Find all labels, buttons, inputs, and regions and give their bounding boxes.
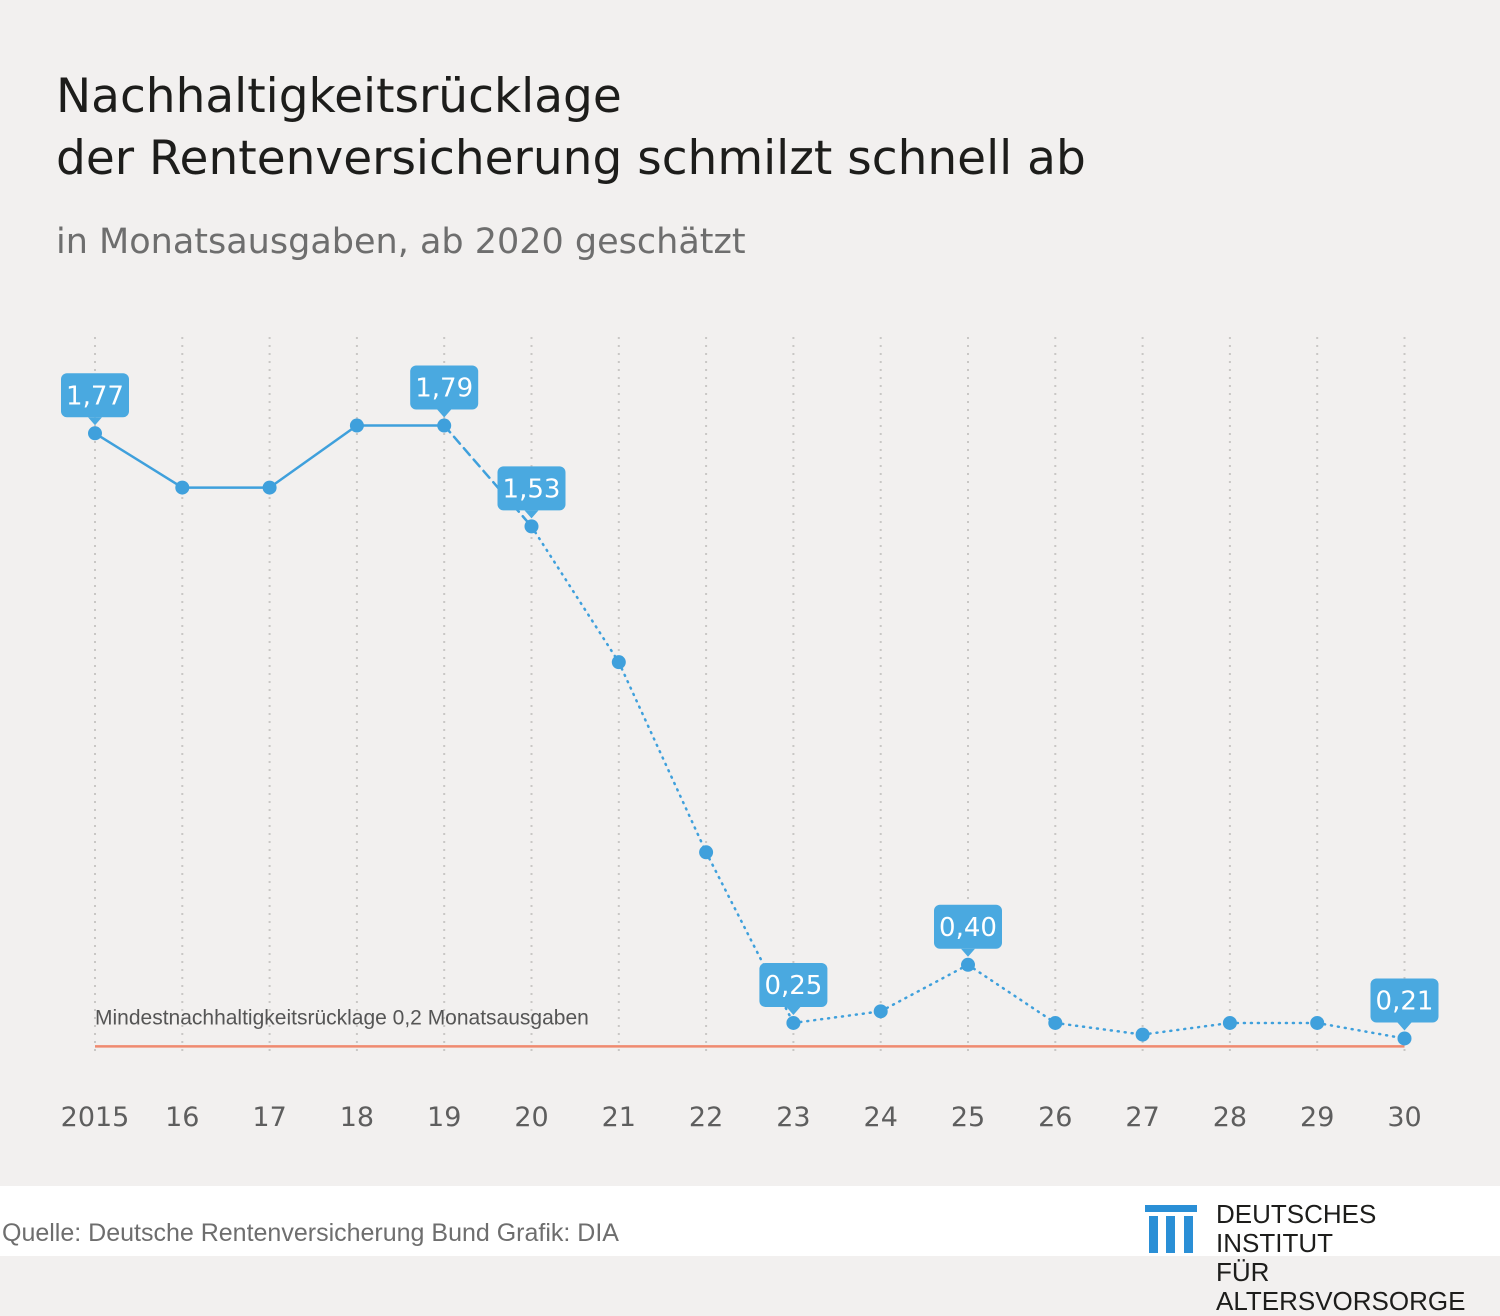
x-tick-label-24: 24 xyxy=(864,1102,898,1133)
value-label-box-4 xyxy=(410,365,479,410)
data-point-30 xyxy=(1397,1031,1412,1046)
data-point-23 xyxy=(786,1015,801,1030)
data-point-18 xyxy=(349,418,364,433)
value-label-10: 0,40 xyxy=(939,913,997,943)
value-label-box-5 xyxy=(497,466,566,511)
x-tick-label-29: 29 xyxy=(1300,1102,1334,1133)
series-segment-8 xyxy=(792,1010,882,1025)
series-segment-10 xyxy=(966,963,1057,1025)
data-point-28 xyxy=(1222,1015,1237,1030)
value-label-box-0 xyxy=(61,373,129,418)
data-point-24 xyxy=(873,1004,888,1019)
data-point-20 xyxy=(524,519,539,534)
x-tick-label-19: 19 xyxy=(427,1102,461,1133)
series-segment-5 xyxy=(530,525,621,664)
value-label-pointer-0 xyxy=(88,417,102,426)
value-label-box-8 xyxy=(759,962,828,1007)
data-point-16 xyxy=(175,480,190,495)
x-tick-label-30: 30 xyxy=(1387,1102,1421,1133)
footer: Quelle: Deutsche Rentenversicherung Bund… xyxy=(0,1186,1500,1316)
columns-logo-icon xyxy=(1145,1205,1197,1253)
x-tick-label-16: 16 xyxy=(165,1102,199,1133)
value-label-pointer-4 xyxy=(437,409,452,418)
value-label-8: 0,25 xyxy=(764,971,822,1001)
logo-line-1: DEUTSCHES INSTITUT xyxy=(1216,1199,1377,1258)
data-point-25 xyxy=(961,957,975,972)
x-tick-label-2015: 2015 xyxy=(61,1102,130,1133)
value-label-15: 0,21 xyxy=(1376,986,1434,1016)
x-tick-label-20: 20 xyxy=(514,1102,548,1133)
value-label-pointer-15 xyxy=(1397,1022,1412,1031)
value-label-pointer-10 xyxy=(961,948,975,957)
series-segment-9 xyxy=(879,963,970,1013)
data-point-2015 xyxy=(88,426,102,441)
x-tick-label-28: 28 xyxy=(1213,1102,1247,1133)
data-point-26 xyxy=(1048,1015,1063,1030)
x-tick-label-25: 25 xyxy=(951,1102,985,1133)
title-line-2: der Rentenversicherung schmilzt schnell … xyxy=(56,131,1086,186)
title-line-1: Nachhaltigkeitsrücklage xyxy=(56,69,622,124)
chart-subtitle: in Monatsausgaben, ab 2020 geschätzt xyxy=(56,222,746,262)
x-tick-label-17: 17 xyxy=(252,1102,286,1133)
value-label-4: 1,79 xyxy=(415,374,473,404)
value-label-pointer-5 xyxy=(524,510,539,519)
line-chart: Mindestnachhaltigkeitsrücklage 0,2 Monat… xyxy=(61,337,1439,1133)
data-point-27 xyxy=(1135,1027,1150,1042)
series-segment-11 xyxy=(1054,1021,1144,1036)
value-label-box-10 xyxy=(934,904,1002,949)
x-tick-label-27: 27 xyxy=(1125,1102,1159,1133)
value-label-pointer-8 xyxy=(786,1006,801,1015)
series-segment-6 xyxy=(617,660,708,854)
data-point-19 xyxy=(437,418,452,433)
series-segment-14 xyxy=(1315,1021,1406,1040)
data-point-17 xyxy=(262,480,277,495)
page-title: Nachhaltigkeitsrücklage der Rentenversic… xyxy=(56,66,1086,190)
data-point-22 xyxy=(699,845,714,860)
data-point-29 xyxy=(1310,1015,1325,1030)
x-tick-label-21: 21 xyxy=(602,1102,636,1133)
x-tick-label-23: 23 xyxy=(776,1102,810,1133)
series-segment-2 xyxy=(268,424,359,489)
reference-line-label: Mindestnachhaltigkeitsrücklage 0,2 Monat… xyxy=(95,1006,589,1029)
value-label-5: 1,53 xyxy=(503,474,561,504)
value-label-0: 1,77 xyxy=(66,381,124,411)
logo-text: DEUTSCHES INSTITUT FÜR ALTERSVORSORGE xyxy=(1216,1200,1500,1316)
x-tick-label-26: 26 xyxy=(1038,1102,1072,1133)
series-segment-0 xyxy=(93,432,184,489)
logo-line-2: FÜR ALTERSVORSORGE xyxy=(1216,1257,1466,1316)
value-label-box-15 xyxy=(1370,978,1439,1023)
source-text: Quelle: Deutsche Rentenversicherung Bund… xyxy=(2,1219,619,1247)
series-segment-12 xyxy=(1141,1021,1232,1036)
x-tick-label-22: 22 xyxy=(689,1102,723,1133)
data-point-21 xyxy=(611,655,626,670)
x-tick-label-18: 18 xyxy=(340,1102,374,1133)
